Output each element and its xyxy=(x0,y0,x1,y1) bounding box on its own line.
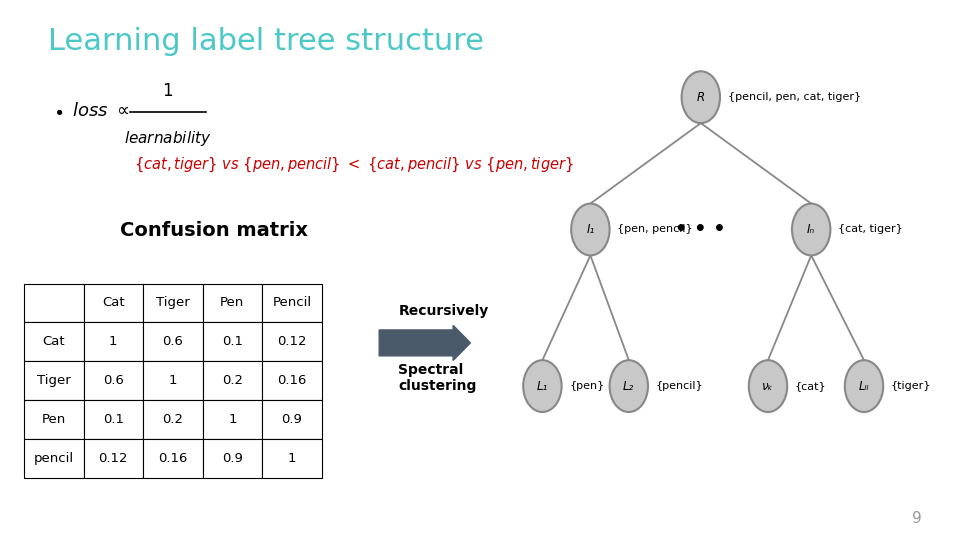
Text: $\{cat, tiger\}\ vs\ \{pen, pencil\}\ <\ \{cat, pencil\}\ vs\ \{pen, tiger\}$: $\{cat, tiger\}\ vs\ \{pen, pencil\}\ <\… xyxy=(134,156,574,174)
Bar xyxy=(203,361,262,400)
Text: 0.6: 0.6 xyxy=(103,374,124,387)
Text: L₂: L₂ xyxy=(623,380,635,393)
Bar xyxy=(24,284,84,322)
Text: 0.6: 0.6 xyxy=(162,335,183,348)
Text: {cat, tiger}: {cat, tiger} xyxy=(838,225,902,234)
Text: 0.12: 0.12 xyxy=(99,452,128,465)
Text: $\bullet$: $\bullet$ xyxy=(53,102,63,120)
Text: 1: 1 xyxy=(228,413,236,426)
Text: $learnability$: $learnability$ xyxy=(124,129,212,147)
Text: 9: 9 xyxy=(912,511,922,526)
Text: R: R xyxy=(697,91,705,104)
Bar xyxy=(262,284,322,322)
Bar xyxy=(24,400,84,439)
Bar xyxy=(143,439,203,478)
Text: {pencil}: {pencil} xyxy=(656,381,704,391)
Ellipse shape xyxy=(845,360,883,412)
Ellipse shape xyxy=(523,360,562,412)
Text: pencil: pencil xyxy=(34,452,74,465)
Bar xyxy=(84,361,143,400)
Ellipse shape xyxy=(682,71,720,123)
Text: L₁: L₁ xyxy=(537,380,548,393)
Text: Cat: Cat xyxy=(102,296,125,309)
Bar xyxy=(84,284,143,322)
FancyArrow shape xyxy=(379,325,470,361)
Text: Tiger: Tiger xyxy=(36,374,71,387)
Text: 0.9: 0.9 xyxy=(281,413,302,426)
Text: Lₗₗ: Lₗₗ xyxy=(859,380,869,393)
Text: 1: 1 xyxy=(109,335,117,348)
Text: Pen: Pen xyxy=(41,413,66,426)
Text: 1: 1 xyxy=(288,452,296,465)
Text: νₖ: νₖ xyxy=(762,380,774,393)
Text: Spectral
clustering: Spectral clustering xyxy=(398,363,477,393)
Bar xyxy=(203,284,262,322)
Text: Iₙ: Iₙ xyxy=(807,223,815,236)
Text: I₁: I₁ xyxy=(587,223,594,236)
Bar xyxy=(203,322,262,361)
Text: $loss\ \propto$: $loss\ \propto$ xyxy=(72,102,129,120)
Text: Learning label tree structure: Learning label tree structure xyxy=(48,27,484,56)
Bar xyxy=(24,322,84,361)
Bar xyxy=(143,284,203,322)
Bar xyxy=(84,439,143,478)
Text: Pen: Pen xyxy=(220,296,245,309)
Bar xyxy=(84,322,143,361)
Text: 0.1: 0.1 xyxy=(222,335,243,348)
Text: 0.2: 0.2 xyxy=(222,374,243,387)
Text: Tiger: Tiger xyxy=(156,296,190,309)
Text: 0.16: 0.16 xyxy=(277,374,306,387)
Text: 0.1: 0.1 xyxy=(103,413,124,426)
Bar xyxy=(84,400,143,439)
Text: 0.9: 0.9 xyxy=(222,452,243,465)
Ellipse shape xyxy=(749,360,787,412)
Bar xyxy=(262,439,322,478)
Bar xyxy=(262,322,322,361)
Text: {pen, pencil}: {pen, pencil} xyxy=(617,225,693,234)
Text: Pencil: Pencil xyxy=(273,296,311,309)
Text: {pen}: {pen} xyxy=(569,381,605,391)
Bar xyxy=(143,400,203,439)
Text: {pencil, pen, cat, tiger}: {pencil, pen, cat, tiger} xyxy=(728,92,861,102)
Text: 1: 1 xyxy=(169,374,177,387)
Text: Recursively: Recursively xyxy=(398,303,489,318)
Bar xyxy=(203,400,262,439)
Bar xyxy=(262,400,322,439)
Text: {cat}: {cat} xyxy=(795,381,827,391)
Text: {tiger}: {tiger} xyxy=(891,381,931,391)
Text: Cat: Cat xyxy=(42,335,65,348)
Bar xyxy=(262,361,322,400)
Bar xyxy=(24,361,84,400)
Text: • • •: • • • xyxy=(676,220,726,239)
Bar xyxy=(143,361,203,400)
Ellipse shape xyxy=(792,204,830,255)
Text: $1$: $1$ xyxy=(162,82,174,100)
Bar xyxy=(143,322,203,361)
Text: 0.2: 0.2 xyxy=(162,413,183,426)
Ellipse shape xyxy=(571,204,610,255)
Bar xyxy=(24,439,84,478)
Text: 0.12: 0.12 xyxy=(277,335,306,348)
Bar xyxy=(203,439,262,478)
Text: Confusion matrix: Confusion matrix xyxy=(120,221,308,240)
Text: 0.16: 0.16 xyxy=(158,452,187,465)
Ellipse shape xyxy=(610,360,648,412)
